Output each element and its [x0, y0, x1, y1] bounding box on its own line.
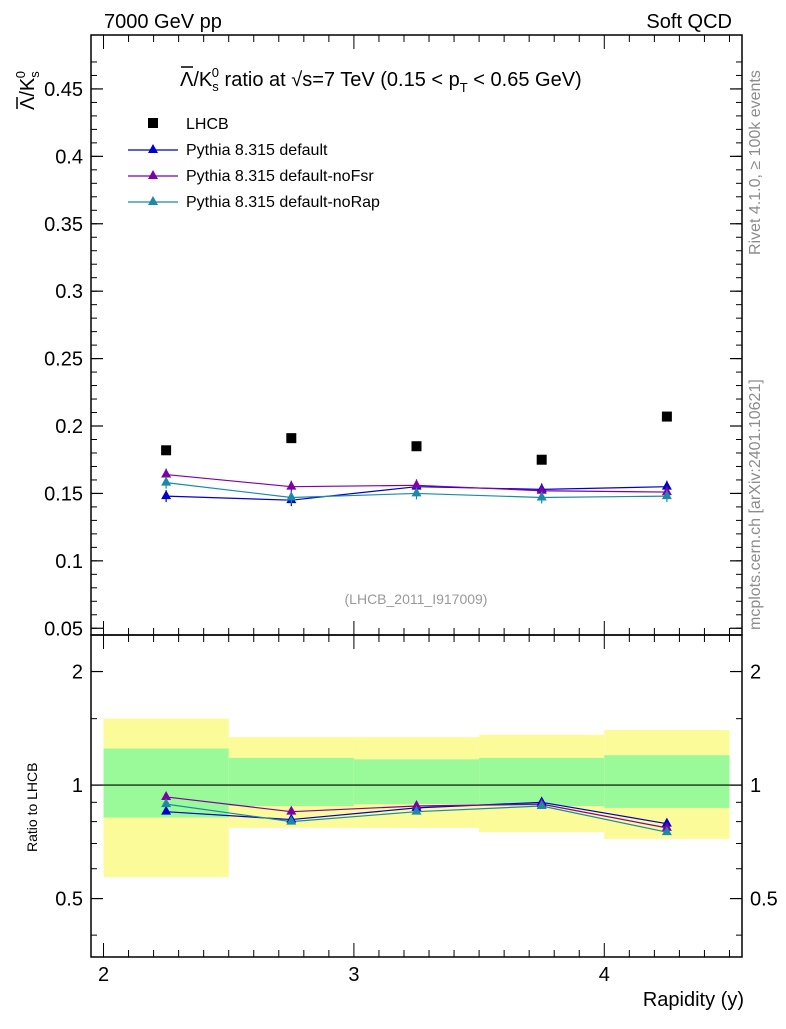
- x-axis-label: Rapidity (y): [643, 989, 744, 1011]
- mcplots-label: mcplots.cern.ch [arXiv:2401.10621]: [747, 379, 764, 630]
- ratio-frame: [90, 634, 743, 958]
- legend-marker-lhcb: [148, 118, 158, 128]
- ratio-y-axis-label: Ratio to LHCB: [24, 763, 40, 852]
- ratio-ytick-label: 1: [72, 775, 83, 797]
- legend-label-nofsr: Pythia 8.315 default-noFsr: [186, 168, 374, 185]
- title-rest: < 0.65 GeV): [468, 69, 582, 91]
- ratio-ytick-label: 0.5: [55, 889, 83, 911]
- main-ytick-label: 0.45: [44, 79, 83, 101]
- analysis-id: (LHCB_2011_I917009): [345, 591, 488, 607]
- main-mc-point: [286, 480, 297, 490]
- ratio-mc-point: [536, 800, 547, 810]
- ratio-mc-point: [161, 805, 172, 815]
- rivet-label: Rivet 4.1.0, ≥ 100k events: [747, 70, 764, 255]
- ratio-mc-point: [286, 805, 297, 815]
- ratio-mc-point: [161, 798, 172, 808]
- ratio-ytick-label: 2: [72, 662, 83, 684]
- main-data-point: [161, 445, 172, 456]
- ylabel-zero: 0: [13, 71, 28, 78]
- main-mc-point: [411, 487, 422, 497]
- ratio-mc-point: [161, 790, 172, 800]
- title-zero: 0: [212, 65, 219, 80]
- title-mid: ratio at: [219, 69, 291, 91]
- ylabel-lambda: Λ: [17, 96, 39, 110]
- ratio-xtick-label: 4: [599, 964, 610, 986]
- ratio-xtick-label: 2: [98, 964, 109, 986]
- energy-label: 7000 GeV pp: [104, 11, 222, 33]
- ratio-ytick-label-right: 0.5: [750, 889, 778, 911]
- main-mc-point: [411, 479, 422, 489]
- title-energy: s=7 TeV (0.15 < p: [302, 69, 460, 91]
- main-mc-point: [161, 490, 172, 500]
- main-data-point: [536, 454, 547, 465]
- ratio-mc-point: [286, 815, 297, 825]
- ratio-ytick-label-right: 2: [750, 662, 761, 684]
- main-ytick-label: 0.15: [44, 483, 83, 505]
- main-mc-point: [661, 480, 672, 490]
- main-mc-point: [536, 484, 547, 494]
- chart-title: Λ/Ks0 ratio at √s=7 TeV (0.15 < pT < 0.6…: [180, 65, 582, 95]
- main-mc-point: [536, 491, 547, 501]
- title-ratio: /K: [193, 69, 213, 91]
- ratio-band-inner: [604, 755, 730, 808]
- main-data-point: [286, 433, 297, 444]
- ratio-mc-point: [411, 805, 422, 815]
- legend-label-lhcb: LHCB: [186, 116, 229, 133]
- main-ytick-label: 0.25: [44, 349, 83, 371]
- svg-text:Λ/Ks0 ratio at √s=7 TeV (0.15: Λ/Ks0 ratio at √s=7 TeV (0.15 < pT < 0.6…: [180, 65, 582, 95]
- main-data-point: [661, 411, 672, 422]
- process-label: Soft QCD: [646, 11, 732, 33]
- ratio-mc-point: [411, 800, 422, 810]
- ylabel-k: /K: [17, 77, 39, 97]
- main-panel: 0.05 0.1 0.15 0.2 0.25 0.3 0.35 0.4 0.45: [44, 34, 743, 640]
- main-ytick-label: 0.2: [55, 416, 83, 438]
- ylabel-s: s: [27, 71, 42, 78]
- main-mc-point: [161, 476, 172, 486]
- main-y-axis-label: Λ/Ks0: [13, 71, 42, 110]
- ratio-band-inner: [353, 759, 480, 805]
- main-ytick-label: 0.4: [55, 146, 83, 168]
- main-ytick-label: 0.1: [55, 551, 83, 573]
- legend-marker-norap: [148, 196, 158, 205]
- title-s: s: [212, 79, 219, 94]
- ratio-band-inner: [228, 757, 354, 807]
- legend-label-default: Pythia 8.315 default: [186, 142, 328, 159]
- legend-marker-nofsr: [148, 170, 158, 179]
- legend: LHCB Pythia 8.315 default Pythia 8.315 d…: [128, 116, 380, 211]
- ratio-mc-point: [661, 826, 672, 836]
- main-mc-point: [661, 490, 672, 500]
- main-ytick-label: 0.05: [44, 618, 83, 640]
- legend-marker-default: [148, 144, 158, 153]
- svg-text:Λ/Ks0: Λ/Ks0: [13, 71, 42, 110]
- title-T: T: [460, 80, 468, 95]
- main-mc-point: [161, 468, 172, 478]
- title-sqrt: √: [291, 69, 302, 91]
- title-lambda: Λ: [180, 69, 194, 91]
- main-data-point: [411, 441, 422, 452]
- ratio-panel: 2 3 4 0.5 0.5 1 1 2 2: [55, 634, 778, 986]
- legend-label-norap: Pythia 8.315 default-noRap: [186, 194, 380, 211]
- ratio-xtick-label: 3: [348, 964, 359, 986]
- main-mc-point: [286, 491, 297, 501]
- main-ytick-label: 0.3: [55, 281, 83, 303]
- main-ytick-label: 0.35: [44, 214, 83, 236]
- ratio-ytick-label-right: 1: [750, 775, 761, 797]
